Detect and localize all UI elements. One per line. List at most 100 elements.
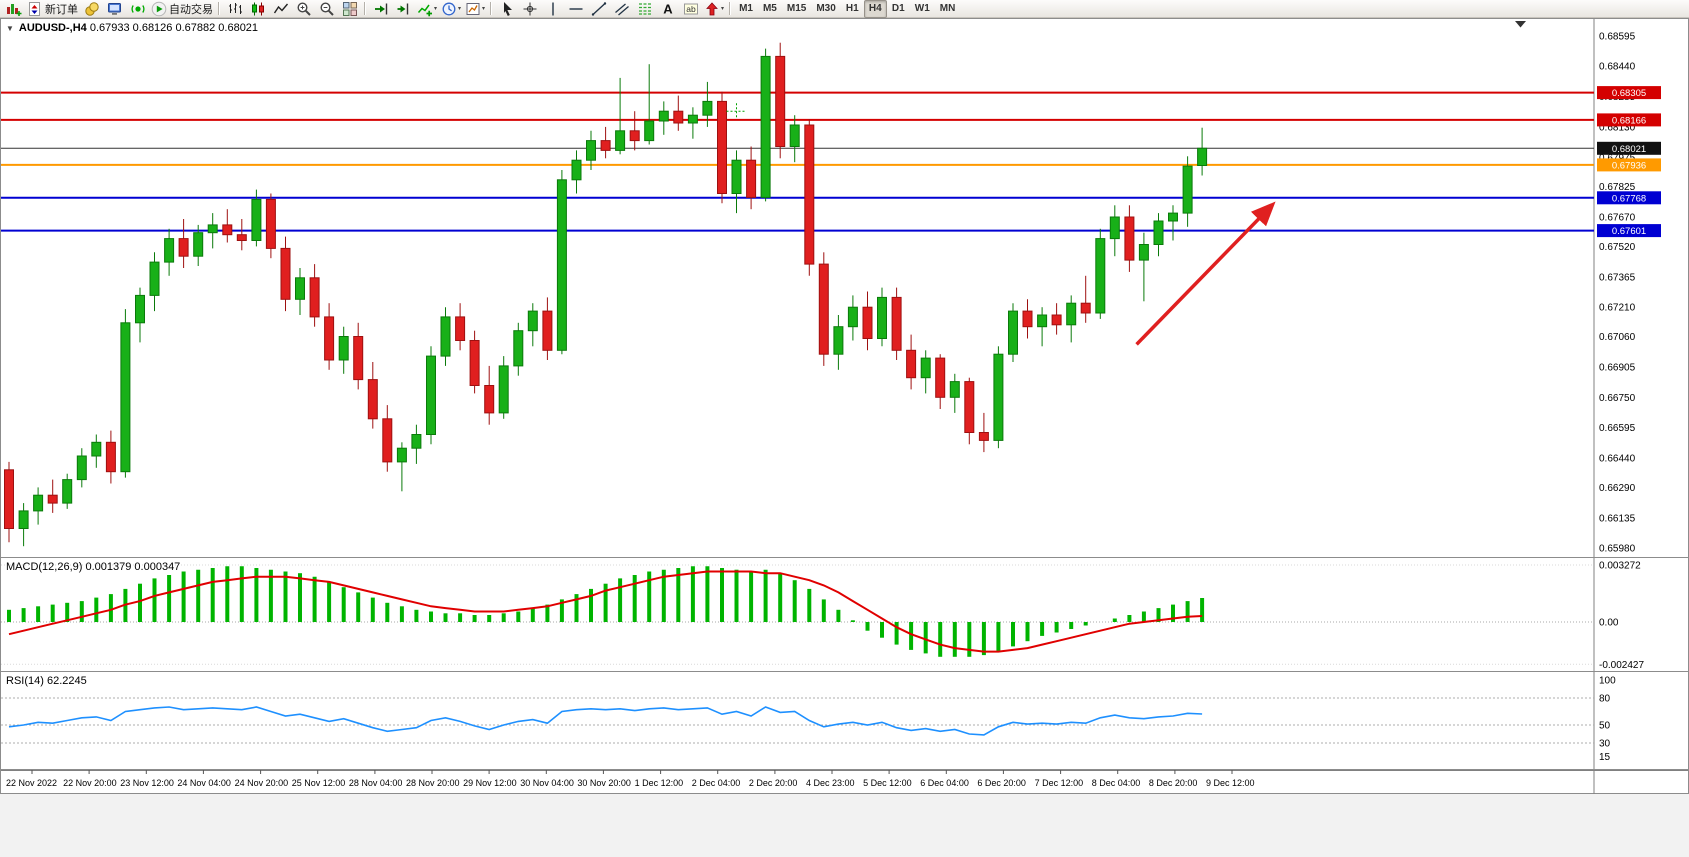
tile-windows-button[interactable] (338, 0, 361, 18)
text-tool-button[interactable]: A (656, 0, 679, 18)
templates-button[interactable]: ▾ (463, 0, 487, 18)
time-label: 25 Nov 12:00 (292, 778, 346, 788)
zoom-out-button[interactable] (315, 0, 338, 18)
time-label: 24 Nov 04:00 (177, 778, 231, 788)
profile-button[interactable] (80, 0, 103, 18)
svg-text:0.68021: 0.68021 (1612, 144, 1646, 155)
time-label: 6 Dec 04:00 (920, 778, 969, 788)
arrows-tool-icon (706, 1, 718, 15)
zoom-in-button[interactable] (292, 0, 315, 18)
chart-shift-button[interactable] (392, 0, 415, 18)
macd-chart-svg[interactable]: 0.003272 0.00 -0.002427 (1, 558, 1688, 671)
price-badge: 0.67768 (1597, 191, 1661, 205)
auto-scroll-button[interactable] (369, 0, 392, 18)
tf-m1-label: M1 (739, 3, 753, 14)
channel-tool-button[interactable] (610, 0, 633, 18)
window-bottom-area (0, 794, 1689, 857)
line-chart-icon (273, 3, 288, 13)
macd-panel[interactable]: 0.003272 0.00 -0.002427 MACD(12,26,9) 0.00… (1, 557, 1688, 671)
market-watch-button[interactable] (103, 0, 126, 18)
cursor-tool-button[interactable] (495, 0, 518, 18)
zoom-in-icon (296, 1, 311, 16)
svg-text:0.68166: 0.68166 (1612, 115, 1646, 126)
chevron-down-icon: ▾ (721, 6, 725, 12)
macd-signal-line (8, 570, 1203, 653)
new-chart-icon (6, 3, 21, 16)
macd-name-label: MACD(12,26,9) (6, 561, 83, 573)
line-chart-button[interactable] (269, 0, 292, 18)
chevron-down-icon: ▾ (434, 6, 438, 12)
svg-text:ab: ab (686, 4, 696, 14)
main-chart-panel[interactable]: 0.685950.684400.682850.681300.679750.678… (1, 19, 1688, 557)
rsi-chart-svg[interactable]: 100 80 50 30 15 (1, 672, 1688, 769)
macd-histogram (7, 566, 1205, 657)
auto-trading-button[interactable]: 自动交易 (149, 0, 215, 18)
templates-icon (466, 2, 480, 15)
arrows-tool-button[interactable]: ▾ (702, 0, 726, 18)
fibonacci-tool-button[interactable] (633, 0, 656, 18)
price-scale[interactable]: 0.685950.684400.682850.681300.679750.678… (1599, 31, 1636, 554)
time-label: 30 Nov 04:00 (520, 778, 574, 788)
tf-d1-button[interactable]: D1 (887, 0, 910, 18)
new-chart-button[interactable] (2, 0, 25, 18)
time-axis[interactable]: 22 Nov 2022 22 Nov 20:00 23 Nov 12:00 24 No… (1, 769, 1688, 795)
time-axis-svg[interactable]: 22 Nov 2022 22 Nov 20:00 23 Nov 12:00 24 No… (1, 770, 1688, 795)
svg-text:0.67601: 0.67601 (1612, 226, 1646, 237)
crosshair-tool-icon (523, 2, 537, 15)
time-label: 29 Nov 12:00 (463, 778, 517, 788)
svg-text:100: 100 (1599, 676, 1616, 687)
tf-m30-button[interactable]: M30 (811, 0, 840, 18)
crosshair-tool-button[interactable] (518, 0, 541, 18)
text-tool-icon: A (663, 1, 673, 16)
tf-h1-label: H1 (845, 3, 859, 14)
toolbar-separator (364, 2, 366, 15)
tile-windows-icon (342, 1, 357, 16)
new-order-button[interactable]: 新订单 (25, 0, 80, 18)
bar-chart-button[interactable] (223, 0, 246, 18)
svg-text:0.66595: 0.66595 (1599, 423, 1636, 434)
zoom-out-icon (319, 1, 334, 16)
candlestick-chart-button[interactable] (246, 0, 269, 18)
tf-h4-button[interactable]: H4 (863, 0, 887, 18)
auto-scroll-icon (374, 3, 387, 14)
label-tool-button[interactable]: ab (679, 0, 702, 18)
tf-mn-label: MN (939, 3, 956, 14)
chart-shift-marker[interactable] (1515, 21, 1526, 28)
periods-button[interactable]: ▾ (439, 0, 463, 18)
tf-m5-button[interactable]: M5 (758, 0, 782, 18)
price-chart-svg[interactable]: 0.685950.684400.682850.681300.679750.678… (1, 19, 1688, 557)
rsi-value-label: 62.2245 (46, 675, 87, 687)
vertical-line-tool-button[interactable] (541, 0, 564, 18)
svg-text:0.66750: 0.66750 (1599, 393, 1636, 404)
tf-d1-label: D1 (891, 3, 905, 14)
tf-h4-label: H4 (868, 3, 882, 14)
rsi-title: RSI(14) 62.2245 (6, 675, 87, 687)
rsi-panel[interactable]: 100 80 50 30 15 RSI(14) 62.2245 (1, 671, 1688, 769)
horizontal-line-tool-button[interactable] (564, 0, 587, 18)
auto-trading-icon (151, 1, 167, 16)
tf-w1-button[interactable]: W1 (910, 0, 935, 18)
periods-icon (442, 2, 456, 15)
channel-tool-icon (614, 3, 629, 15)
tf-mn-button[interactable]: MN (935, 0, 961, 18)
svg-text:0.67936: 0.67936 (1612, 160, 1646, 171)
candlestick-chart-icon (251, 2, 264, 15)
price-badge: 0.67601 (1597, 224, 1661, 238)
one-click-trading-toggle[interactable]: ▼ (6, 24, 14, 33)
tf-w1-label: W1 (914, 3, 930, 14)
trendline-tool-button[interactable] (587, 0, 610, 18)
time-label: 1 Dec 12:00 (635, 778, 684, 788)
trend-arrow[interactable] (1135, 201, 1276, 346)
tf-m15-button[interactable]: M15 (782, 0, 811, 18)
tf-h1-button[interactable]: H1 (841, 0, 864, 18)
trendline-tool-icon (591, 1, 606, 16)
macd-title: MACD(12,26,9) 0.001379 0.000347 (6, 561, 180, 573)
time-label: 5 Dec 12:00 (863, 778, 912, 788)
svg-text:A: A (663, 1, 673, 16)
object-anchor-marker (726, 103, 747, 120)
horizontal-line-tool-icon (569, 7, 583, 10)
ea-signals-button[interactable] (126, 0, 149, 18)
tf-m1-button[interactable]: M1 (734, 0, 758, 18)
tf-m5-label: M5 (762, 3, 777, 14)
indicators-button[interactable]: ▾ (415, 0, 439, 18)
